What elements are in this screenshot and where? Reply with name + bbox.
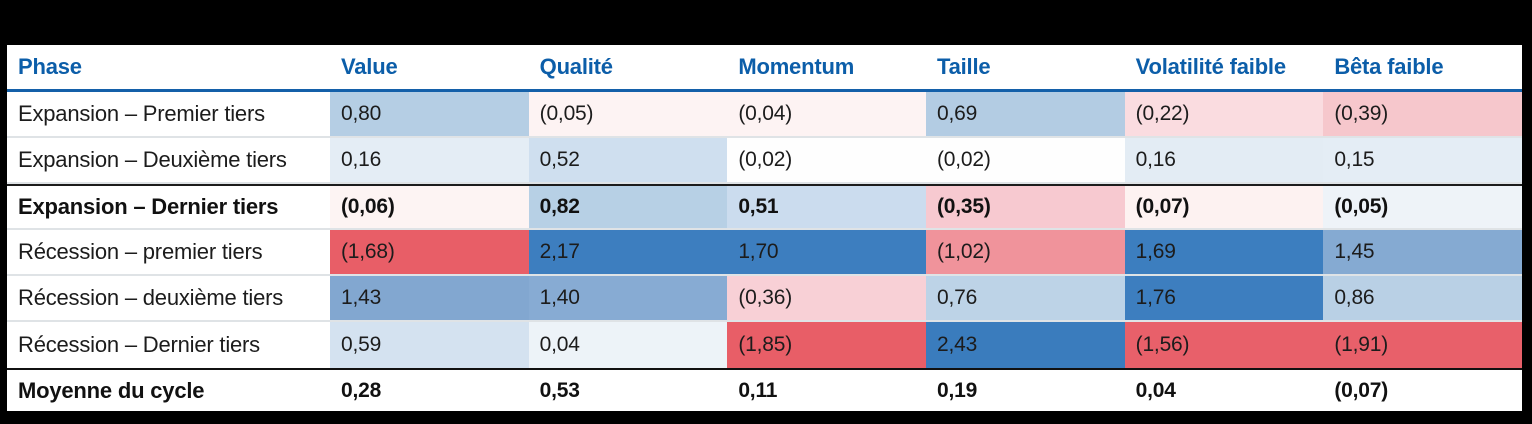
heatmap-cell: (0,35): [926, 186, 1125, 228]
heatmap-cell: (0,39): [1323, 92, 1522, 136]
heatmap-cell: 0,86: [1323, 276, 1522, 320]
heatmap-cell: (0,04): [727, 92, 926, 136]
heatmap-cell: (0,02): [926, 138, 1125, 182]
heatmap-cell: 0,16: [330, 138, 529, 182]
factor-heatmap-table: Phase Value Qualité Momentum Taille Vola…: [7, 45, 1522, 411]
heatmap-cell: (1,85): [727, 322, 926, 368]
column-header-volatilite-faible: Volatilité faible: [1124, 45, 1324, 89]
table-row-recession-deuxieme-tiers: Récession – deuxième tiers 1,43 1,40 (0,…: [7, 276, 1522, 322]
row-label: Expansion – Deuxième tiers: [7, 138, 330, 182]
column-header-beta-faible: Bêta faible: [1323, 45, 1522, 89]
heatmap-cell: (1,91): [1323, 322, 1522, 368]
row-label: Expansion – Premier tiers: [7, 92, 330, 136]
row-label: Expansion – Dernier tiers: [7, 186, 330, 228]
heatmap-cell: 0,82: [528, 186, 728, 228]
heatmap-cell: 0,04: [528, 322, 728, 368]
heatmap-cell: (1,02): [926, 230, 1125, 274]
column-header-momentum: Momentum: [727, 45, 926, 89]
summary-cell: 0,28: [330, 370, 529, 411]
column-header-phase: Phase: [7, 45, 330, 89]
column-header-value: Value: [330, 45, 529, 89]
heatmap-cell: 0,15: [1323, 138, 1522, 182]
row-label: Moyenne du cycle: [7, 370, 330, 411]
heatmap-cell: 1,76: [1124, 276, 1324, 320]
table-row-expansion-premier-tiers: Expansion – Premier tiers 0,80 (0,05) (0…: [7, 92, 1522, 138]
row-label: Récession – premier tiers: [7, 230, 330, 274]
heatmap-cell: 1,40: [528, 276, 728, 320]
summary-cell: 0,19: [926, 370, 1125, 411]
column-header-qualite: Qualité: [528, 45, 728, 89]
heatmap-cell: (0,07): [1124, 186, 1324, 228]
heatmap-cell: 1,43: [330, 276, 529, 320]
table-row-recession-dernier-tiers: Récession – Dernier tiers 0,59 0,04 (1,8…: [7, 322, 1522, 368]
heatmap-cell: 0,16: [1124, 138, 1324, 182]
table-row-moyenne-du-cycle: Moyenne du cycle 0,28 0,53 0,11 0,19 0,0…: [7, 368, 1522, 411]
heatmap-cell: 0,52: [528, 138, 728, 182]
heatmap-cell: 0,76: [926, 276, 1125, 320]
heatmap-cell: 0,69: [926, 92, 1125, 136]
heatmap-cell: (0,36): [727, 276, 926, 320]
heatmap-cell: 2,17: [528, 230, 728, 274]
heatmap-cell: 0,51: [727, 186, 926, 228]
summary-cell: (0,07): [1323, 370, 1522, 411]
heatmap-cell: 1,69: [1124, 230, 1324, 274]
summary-cell: 0,04: [1124, 370, 1324, 411]
heatmap-cell: 2,43: [926, 322, 1125, 368]
row-label: Récession – Dernier tiers: [7, 322, 330, 368]
summary-cell: 0,53: [528, 370, 728, 411]
heatmap-cell: (0,05): [528, 92, 728, 136]
header-row: Phase Value Qualité Momentum Taille Vola…: [7, 45, 1522, 92]
heatmap-cell: (0,05): [1323, 186, 1522, 228]
column-header-taille: Taille: [926, 45, 1125, 89]
table-row-recession-premier-tiers: Récession – premier tiers (1,68) 2,17 1,…: [7, 230, 1522, 276]
heatmap-cell: (0,02): [727, 138, 926, 182]
heatmap-cell: (1,68): [330, 230, 529, 274]
heatmap-cell: (0,22): [1124, 92, 1324, 136]
heatmap-cell: 0,59: [330, 322, 529, 368]
heatmap-cell: 0,80: [330, 92, 529, 136]
heatmap-cell: (0,06): [330, 186, 529, 228]
heatmap-cell: 1,70: [727, 230, 926, 274]
table-row-expansion-deuxieme-tiers: Expansion – Deuxième tiers 0,16 0,52 (0,…: [7, 138, 1522, 184]
summary-cell: 0,11: [727, 370, 926, 411]
heatmap-cell: 1,45: [1323, 230, 1522, 274]
row-label: Récession – deuxième tiers: [7, 276, 330, 320]
table-row-expansion-dernier-tiers: Expansion – Dernier tiers (0,06) 0,82 0,…: [7, 184, 1522, 230]
heatmap-cell: (1,56): [1124, 322, 1324, 368]
